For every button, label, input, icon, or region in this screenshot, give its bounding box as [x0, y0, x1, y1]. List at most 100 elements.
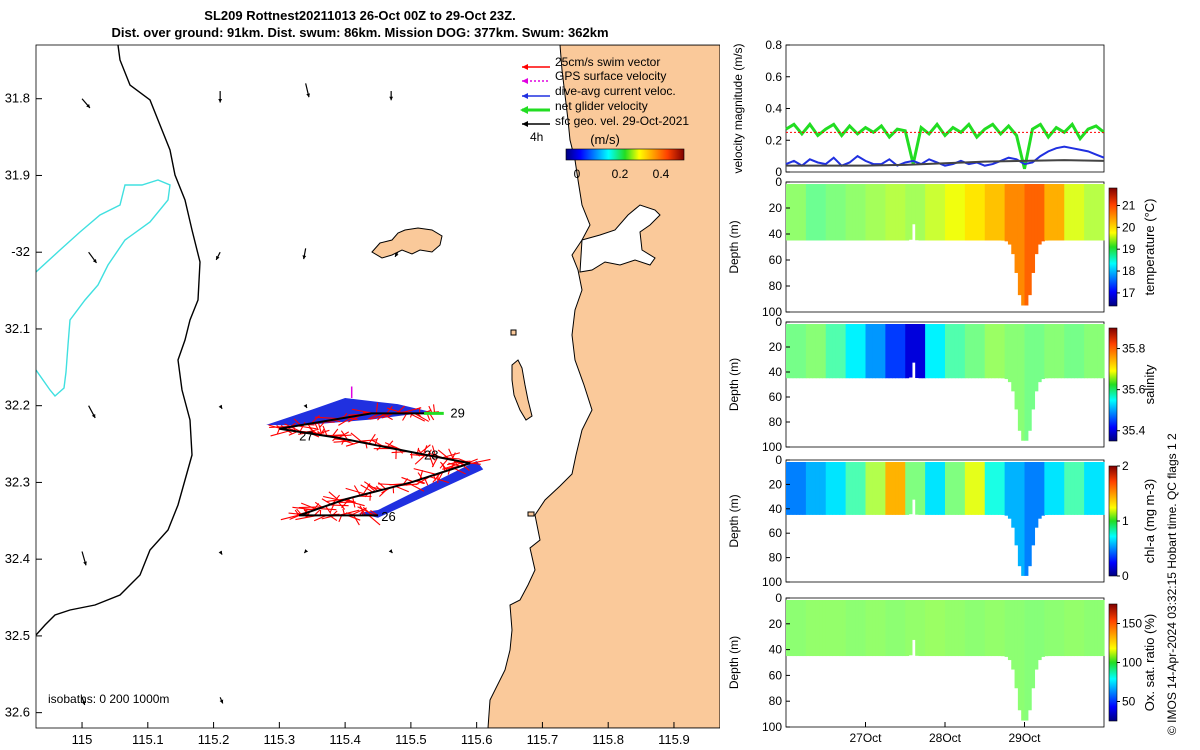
section-cell	[978, 600, 983, 657]
swim-vector	[402, 413, 408, 421]
section-ytick-label: 20	[769, 477, 783, 491]
section-ytick-label: 20	[769, 340, 783, 354]
section-cell	[888, 600, 893, 657]
section-cell	[892, 184, 896, 241]
section-cell	[941, 324, 946, 379]
section-cell	[1054, 324, 1059, 379]
section-cell	[1034, 462, 1039, 528]
section-cell	[921, 462, 926, 515]
section-cell	[1084, 600, 1089, 657]
section-ytick-label: 80	[769, 551, 783, 565]
section-cell	[895, 324, 900, 379]
section-cell	[1087, 600, 1092, 657]
geo-vector-head	[86, 104, 90, 108]
section-cell	[1034, 184, 1039, 255]
colorbar-tick-label: 35.4	[1122, 424, 1146, 438]
section-cell	[822, 600, 827, 657]
section-cell	[795, 600, 800, 657]
section-cell	[868, 600, 873, 657]
section-cell	[1034, 600, 1039, 670]
section-cell	[815, 324, 820, 379]
section-cell	[895, 462, 900, 515]
section-cell	[819, 324, 824, 379]
section-cell	[885, 462, 890, 515]
section-cell	[988, 324, 992, 379]
section-cell	[862, 462, 867, 515]
section-cell	[1011, 462, 1016, 528]
swim-vector	[360, 484, 374, 493]
section-ytick-label: 40	[769, 227, 783, 241]
map-ytick-label: 32.2	[5, 398, 30, 413]
section-cell	[1004, 324, 1009, 380]
section-cell	[964, 600, 969, 657]
colorbar-label: salinity	[1142, 364, 1157, 404]
map-axes: 115 115.1 115.2 115.3 115.4 115.5 115.6 115.7 11…	[5, 91, 690, 747]
map-ytick-label: 32.1	[5, 321, 30, 336]
section-cell	[892, 324, 896, 379]
legend-gps: GPS surface velocity	[555, 69, 666, 83]
swim-vector	[307, 423, 315, 434]
section-cell	[1087, 184, 1092, 241]
time-xtick-label: 27Oct	[849, 731, 882, 745]
velocity-axes	[785, 44, 1105, 173]
section-cell	[954, 184, 959, 241]
chart-subtitle: Dist. over ground: 91km. Dist. swum: 86k…	[111, 25, 609, 40]
section-cell	[882, 184, 886, 241]
section-cell	[802, 462, 807, 515]
swim-vector	[345, 487, 366, 495]
section-cell	[984, 324, 989, 379]
section-cell	[925, 324, 930, 379]
swim-vector	[293, 418, 301, 426]
section-cell	[855, 184, 860, 241]
swim-vector	[329, 504, 349, 507]
section-cell	[898, 184, 903, 241]
section-cell	[842, 184, 847, 241]
section-cell	[1001, 462, 1006, 516]
swim-vector	[329, 502, 335, 514]
colorbar-tick-label: 0	[1122, 569, 1129, 583]
geo-vector-head	[91, 413, 96, 418]
section-cell	[961, 184, 966, 241]
section-cell	[988, 600, 992, 657]
colorbar-tick-label: 1	[1122, 514, 1129, 528]
section-cell	[1094, 462, 1098, 515]
section-cell	[1087, 462, 1092, 515]
section-cell	[1031, 600, 1036, 689]
geostrophic-vectors	[81, 83, 399, 706]
section-cell	[918, 184, 923, 241]
section-cell	[878, 184, 883, 241]
geo-vector-head	[302, 255, 307, 260]
section-cell	[1041, 600, 1045, 657]
section-cell	[809, 324, 814, 379]
section-cell	[935, 462, 939, 515]
section-cell	[845, 462, 850, 515]
section-cell	[832, 600, 837, 657]
map-ytick-label: 31.9	[5, 167, 30, 182]
section-cell	[1054, 462, 1059, 515]
section-cell	[888, 462, 893, 515]
section-cell	[998, 184, 1002, 241]
section-cell	[991, 184, 996, 241]
section-cell	[1067, 462, 1072, 515]
section-cell	[1090, 184, 1095, 241]
swim-vector	[438, 471, 444, 480]
section-cell	[1044, 600, 1049, 657]
velocity-series-line	[785, 145, 1105, 167]
map-colorbar-tick: 0.4	[653, 167, 670, 181]
section-cell	[1054, 184, 1059, 241]
section-cell	[908, 184, 913, 240]
section-cell	[1044, 324, 1049, 379]
section-cell	[898, 324, 903, 379]
section-cell	[845, 184, 850, 241]
section-cell	[1021, 184, 1026, 306]
dive-avg-ribbon	[266, 398, 431, 426]
section-cell	[1070, 184, 1075, 241]
section-colorbar	[1108, 327, 1118, 442]
section-cell	[901, 462, 906, 515]
section-cell	[795, 184, 800, 241]
section-cell	[991, 324, 996, 379]
section-cell	[1100, 324, 1105, 379]
section-cell	[882, 462, 886, 515]
section-cell	[1090, 600, 1095, 657]
section-cell	[852, 324, 857, 379]
